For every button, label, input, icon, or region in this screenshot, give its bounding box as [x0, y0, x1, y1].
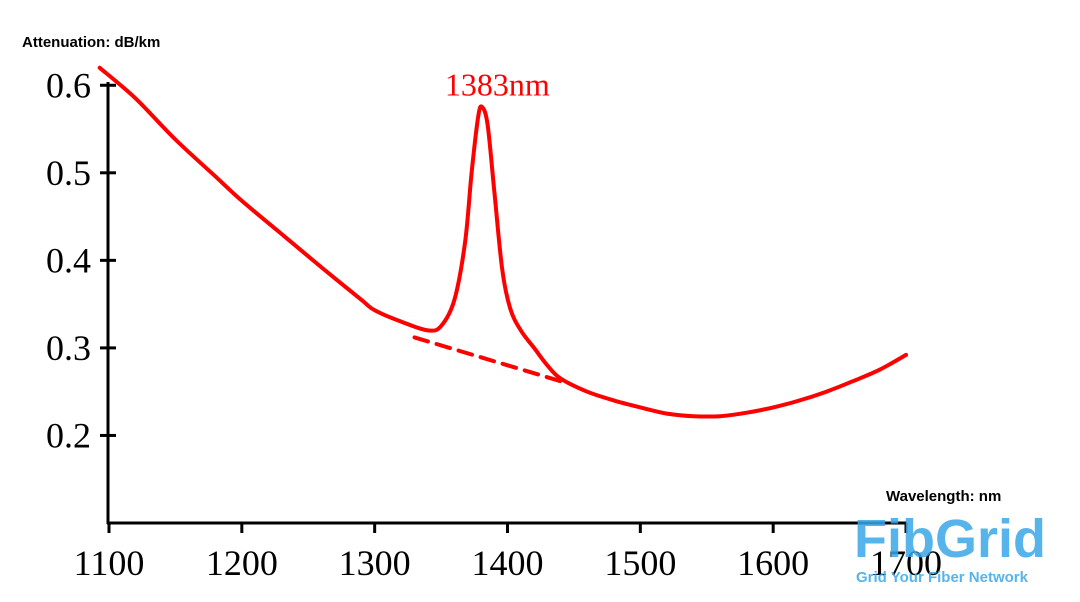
- x-axis-label: Wavelength: nm: [886, 488, 1001, 505]
- x-tick-label: 1400: [472, 543, 544, 583]
- annotations: 1383nm: [445, 66, 550, 102]
- fibgrid-logo: FibGrid Grid Your Fiber Network: [854, 509, 1046, 586]
- y-tick-label: 0.3: [46, 328, 91, 368]
- y-tick-label: 0.5: [46, 153, 91, 193]
- x-tick-label: 1600: [737, 543, 809, 583]
- x-tick-label: 1200: [206, 543, 278, 583]
- x-tick-label: 1300: [339, 543, 411, 583]
- baseline-dashed-line: [412, 335, 563, 384]
- y-axis-label: Attenuation: dB/km: [22, 34, 160, 51]
- y-tick-label: 0.4: [46, 240, 91, 280]
- logo-wordmark: FibGrid: [854, 509, 1046, 569]
- x-tick-label: 1700: [870, 543, 942, 583]
- y-tick-label: 0.2: [46, 415, 91, 455]
- y-tick-label: 0.6: [46, 65, 91, 105]
- series-layer: [97, 65, 908, 419]
- y-ticks: 0.2 0.3 0.4 0.5 0.6: [46, 65, 116, 455]
- peak-annotation: 1383nm: [445, 66, 550, 102]
- x-ticks: 1100 1200 1300 1400 1500 1600 1700: [74, 523, 942, 583]
- logo-tagline: Grid Your Fiber Network: [856, 569, 1029, 586]
- x-tick-label: 1100: [74, 543, 145, 583]
- x-tick-label: 1500: [604, 543, 676, 583]
- attenuation-curve: [97, 65, 908, 419]
